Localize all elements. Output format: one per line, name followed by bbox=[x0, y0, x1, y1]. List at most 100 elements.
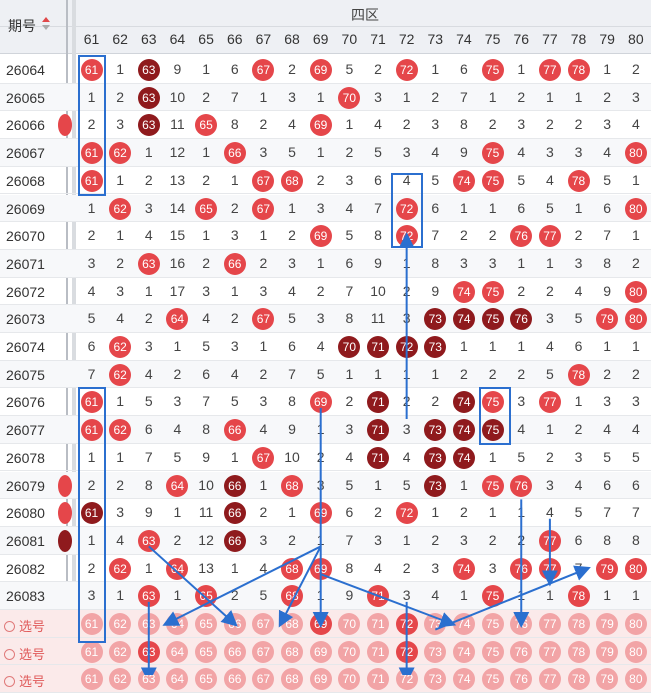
table-row[interactable]: 26064 61 1 63 9 1 6 67 2 69 5 2 72 1 6 75 1 77 78 1 2 bbox=[0, 56, 651, 84]
period-number: 26069 bbox=[6, 200, 45, 217]
miss-count: 1 bbox=[345, 365, 354, 382]
pick-ball[interactable]: 75 bbox=[481, 613, 504, 635]
pick-ball[interactable]: 73 bbox=[424, 640, 447, 663]
table-row[interactable]: 26066 2 3 63 11 65 8 2 4 69 1 4 2 3 8 2 3 2 2 3 4 bbox=[0, 111, 651, 140]
miss-count: 9 bbox=[460, 144, 468, 161]
miss-count: 5 bbox=[574, 504, 583, 521]
period-column-header[interactable]: 期号 bbox=[8, 18, 36, 34]
pick-ball[interactable]: 71 bbox=[367, 640, 389, 663]
table-row[interactable]: 26070 2 1 4 15 1 3 1 2 69 5 8 72 7 2 2 76 77 2 7 1 bbox=[0, 222, 651, 250]
pick-ball[interactable]: 77 bbox=[538, 613, 561, 635]
miss-count: 3 bbox=[545, 144, 554, 161]
miss-count: 1 bbox=[288, 504, 296, 521]
pick-ball[interactable]: 70 bbox=[338, 640, 361, 663]
miss-count: 3 bbox=[603, 116, 612, 133]
pick-ball[interactable]: 64 bbox=[166, 640, 189, 663]
table-row[interactable]: 26065 1 2 63 10 2 7 1 3 1 70 3 1 2 7 1 2 1 1 2 3 bbox=[0, 83, 651, 112]
table-row[interactable]: 260746623153164707172731114611 bbox=[0, 333, 651, 361]
miss-count: 2 bbox=[144, 171, 153, 188]
pick-ball[interactable]: 80 bbox=[624, 613, 647, 635]
miss-count: 1 bbox=[402, 531, 411, 548]
number-ball: 75 bbox=[481, 391, 504, 414]
pick-ball[interactable]: 61 bbox=[80, 613, 103, 635]
pick-ball[interactable]: 80 bbox=[624, 640, 647, 663]
table-row[interactable]: 260757624264275111122257822 bbox=[0, 360, 651, 389]
number-ball: 66 bbox=[223, 474, 246, 497]
pick-ball[interactable]: 62 bbox=[109, 640, 132, 663]
pick-ball[interactable]: 69 bbox=[309, 640, 332, 663]
miss-count: 1 bbox=[259, 227, 268, 244]
pick-ball[interactable]: 66 bbox=[223, 640, 246, 663]
pick-ball[interactable]: 61 bbox=[80, 640, 103, 663]
table-row[interactable]: 260781175916710247147374152355 bbox=[0, 444, 651, 472]
pick-ball[interactable]: 68 bbox=[281, 640, 304, 663]
pick-ball[interactable]: 62 bbox=[109, 613, 132, 635]
miss-count: 1 bbox=[603, 61, 612, 77]
miss-count: 2 bbox=[316, 171, 325, 188]
miss-count: 10 bbox=[198, 476, 214, 493]
table-row[interactable]: 26067 61 62 1 12 1 66 3 5 1 2 5 3 4 9 75 4 3 3 4 80 bbox=[0, 139, 651, 167]
miss-count: 9 bbox=[202, 448, 210, 465]
miss-count: 7 bbox=[345, 282, 354, 299]
miss-count: 2 bbox=[230, 199, 239, 216]
pick-ball[interactable]: 79 bbox=[596, 640, 619, 663]
number-ball: 74 bbox=[452, 557, 475, 580]
miss-count: 3 bbox=[144, 199, 153, 216]
pick-ball[interactable]: 71 bbox=[367, 613, 389, 635]
table-row[interactable]: 2607354264426753811373747576357980 bbox=[0, 305, 651, 333]
pick-ball[interactable]: 74 bbox=[452, 613, 475, 635]
miss-count: 3 bbox=[259, 282, 268, 299]
number-ball: 79 bbox=[596, 557, 619, 580]
number-ball: 77 bbox=[538, 391, 561, 414]
table-row[interactable]: 260724311731342710297475224980 bbox=[0, 278, 651, 306]
pick-ball[interactable]: 78 bbox=[567, 640, 590, 663]
radio-circle-icon[interactable] bbox=[4, 676, 15, 688]
number-ball: 64 bbox=[166, 308, 189, 331]
number-ball: 73 bbox=[424, 336, 447, 358]
miss-count: 3 bbox=[631, 88, 640, 105]
table-row[interactable]: 2607132631626623169183311382 bbox=[0, 249, 651, 278]
miss-count: 3 bbox=[488, 254, 497, 271]
number-ball: 72 bbox=[395, 59, 418, 81]
pick-ball[interactable]: 79 bbox=[596, 613, 619, 635]
pick-ball[interactable]: 75 bbox=[481, 640, 504, 663]
miss-count: 4 bbox=[202, 310, 210, 327]
table-row[interactable]: 26077616264866491371373747541244 bbox=[0, 416, 651, 444]
pick-row[interactable]: 选号61626364656667686970717273747576777879… bbox=[0, 637, 651, 666]
pick-ball[interactable]: 67 bbox=[252, 640, 275, 663]
pick-label[interactable]: 选号 bbox=[4, 616, 45, 635]
pick-ball[interactable]: 76 bbox=[510, 640, 533, 663]
table-row[interactable]: 26079228641066168351573175763466 bbox=[0, 471, 651, 500]
radio-circle-icon[interactable] bbox=[4, 621, 15, 632]
number-ball: 63 bbox=[137, 529, 160, 552]
column-header-62: 62 bbox=[112, 31, 128, 47]
pick-ball[interactable]: 70 bbox=[338, 613, 361, 635]
pick-ball[interactable]: 77 bbox=[538, 640, 561, 663]
miss-count: 1 bbox=[259, 88, 268, 105]
miss-count: 1 bbox=[87, 88, 96, 105]
radio-circle-icon[interactable] bbox=[4, 648, 15, 660]
table-row[interactable]: 2607661153753869271227475377133 bbox=[0, 388, 651, 417]
miss-count: 2 bbox=[631, 61, 640, 77]
miss-count: 8 bbox=[144, 476, 153, 493]
pick-ball[interactable]: 65 bbox=[195, 613, 218, 635]
table-row[interactable]: 26081146321266321731232277688 bbox=[0, 526, 651, 555]
miss-count: 1 bbox=[173, 504, 182, 521]
number-ball: 63 bbox=[137, 59, 160, 81]
miss-count: 3 bbox=[288, 254, 296, 271]
miss-count: 5 bbox=[631, 448, 640, 465]
table-row[interactable]: 26068 61 1 2 13 2 1 67 68 2 3 6 4 5 74 75 5 4 78 5 1 bbox=[0, 167, 651, 195]
pick-ball[interactable]: 74 bbox=[452, 640, 475, 663]
pick-ball[interactable]: 65 bbox=[195, 640, 218, 663]
miss-count: 3 bbox=[316, 310, 325, 327]
number-ball: 75 bbox=[481, 280, 504, 303]
pick-ball[interactable]: 67 bbox=[252, 613, 275, 635]
pick-ball[interactable]: 78 bbox=[567, 613, 590, 635]
miss-count: 1 bbox=[460, 199, 468, 216]
pick-label[interactable]: 选号 bbox=[4, 644, 45, 663]
miss-count: 1 bbox=[545, 88, 554, 105]
sort-icon[interactable] bbox=[42, 17, 50, 31]
table-row[interactable]: 26069 1 62 3 14 65 2 67 1 3 4 7 72 6 1 1 6 5 1 6 80 bbox=[0, 194, 651, 223]
number-ball: 77 bbox=[538, 59, 561, 81]
miss-count: 2 bbox=[545, 116, 554, 133]
